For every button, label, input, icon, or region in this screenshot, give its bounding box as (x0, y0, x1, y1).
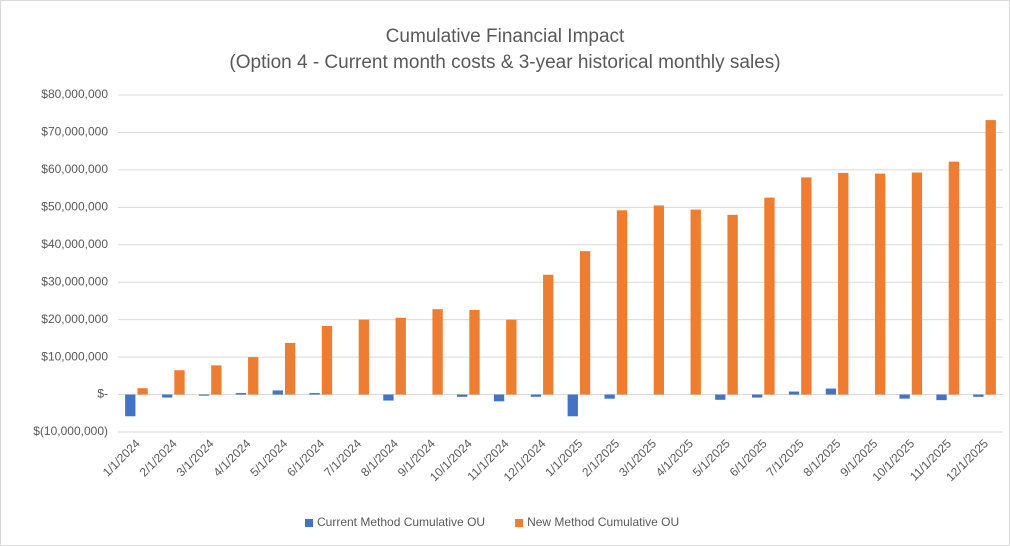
chart-subtitle: (Option 4 - Current month costs & 3-year… (229, 52, 780, 73)
bar (543, 274, 554, 395)
bar (604, 394, 615, 399)
y-tick-label: $(10,000,000) (33, 424, 108, 438)
bar (211, 365, 222, 395)
legend-swatch (515, 519, 524, 527)
bar (358, 319, 370, 395)
bar (936, 394, 947, 401)
bar (321, 326, 333, 395)
bar (456, 394, 468, 397)
bar (125, 394, 136, 417)
y-tick-label: $70,000,000 (41, 125, 108, 139)
bar (506, 319, 517, 395)
legend-label: Current Method Cumulative OU (317, 515, 485, 529)
bar (248, 357, 259, 395)
y-tick-label: $- (97, 387, 108, 401)
y-tick-label: $40,000,000 (41, 237, 108, 251)
bar (825, 388, 837, 395)
bar (579, 251, 591, 395)
bar (948, 161, 960, 395)
bar (235, 393, 247, 395)
bar (715, 394, 726, 400)
bar (874, 173, 886, 395)
bar (788, 391, 800, 395)
y-tick-label: $20,000,000 (41, 312, 108, 326)
bar (469, 309, 480, 395)
chart-title: Cumulative Financial Impact (386, 26, 625, 47)
bar (432, 309, 443, 395)
bar (727, 214, 738, 395)
bar (973, 394, 984, 397)
bar (764, 197, 775, 395)
bar (198, 394, 210, 396)
bar (751, 394, 763, 398)
bar (161, 394, 173, 398)
bar (690, 209, 701, 395)
bar (911, 172, 923, 395)
bar (383, 394, 394, 401)
bar (272, 390, 283, 395)
bar (309, 393, 320, 395)
bar (395, 317, 406, 395)
bar (284, 342, 296, 395)
bar (899, 394, 910, 399)
bar (653, 205, 665, 395)
bar (493, 394, 505, 402)
bar (838, 172, 849, 395)
y-tick-label: $30,000,000 (41, 274, 108, 288)
bar (985, 120, 996, 395)
bar (567, 394, 578, 417)
bar (616, 210, 628, 395)
y-tick-label: $50,000,000 (41, 200, 108, 214)
y-tick-label: $60,000,000 (41, 162, 108, 176)
y-tick-label: $80,000,000 (41, 87, 108, 101)
bar (801, 177, 812, 395)
bar (530, 394, 542, 397)
legend-swatch (305, 519, 313, 527)
bar (137, 388, 148, 395)
bar (174, 370, 185, 395)
legend-label: New Method Cumulative OU (527, 515, 679, 529)
y-tick-label: $10,000,000 (41, 349, 108, 363)
